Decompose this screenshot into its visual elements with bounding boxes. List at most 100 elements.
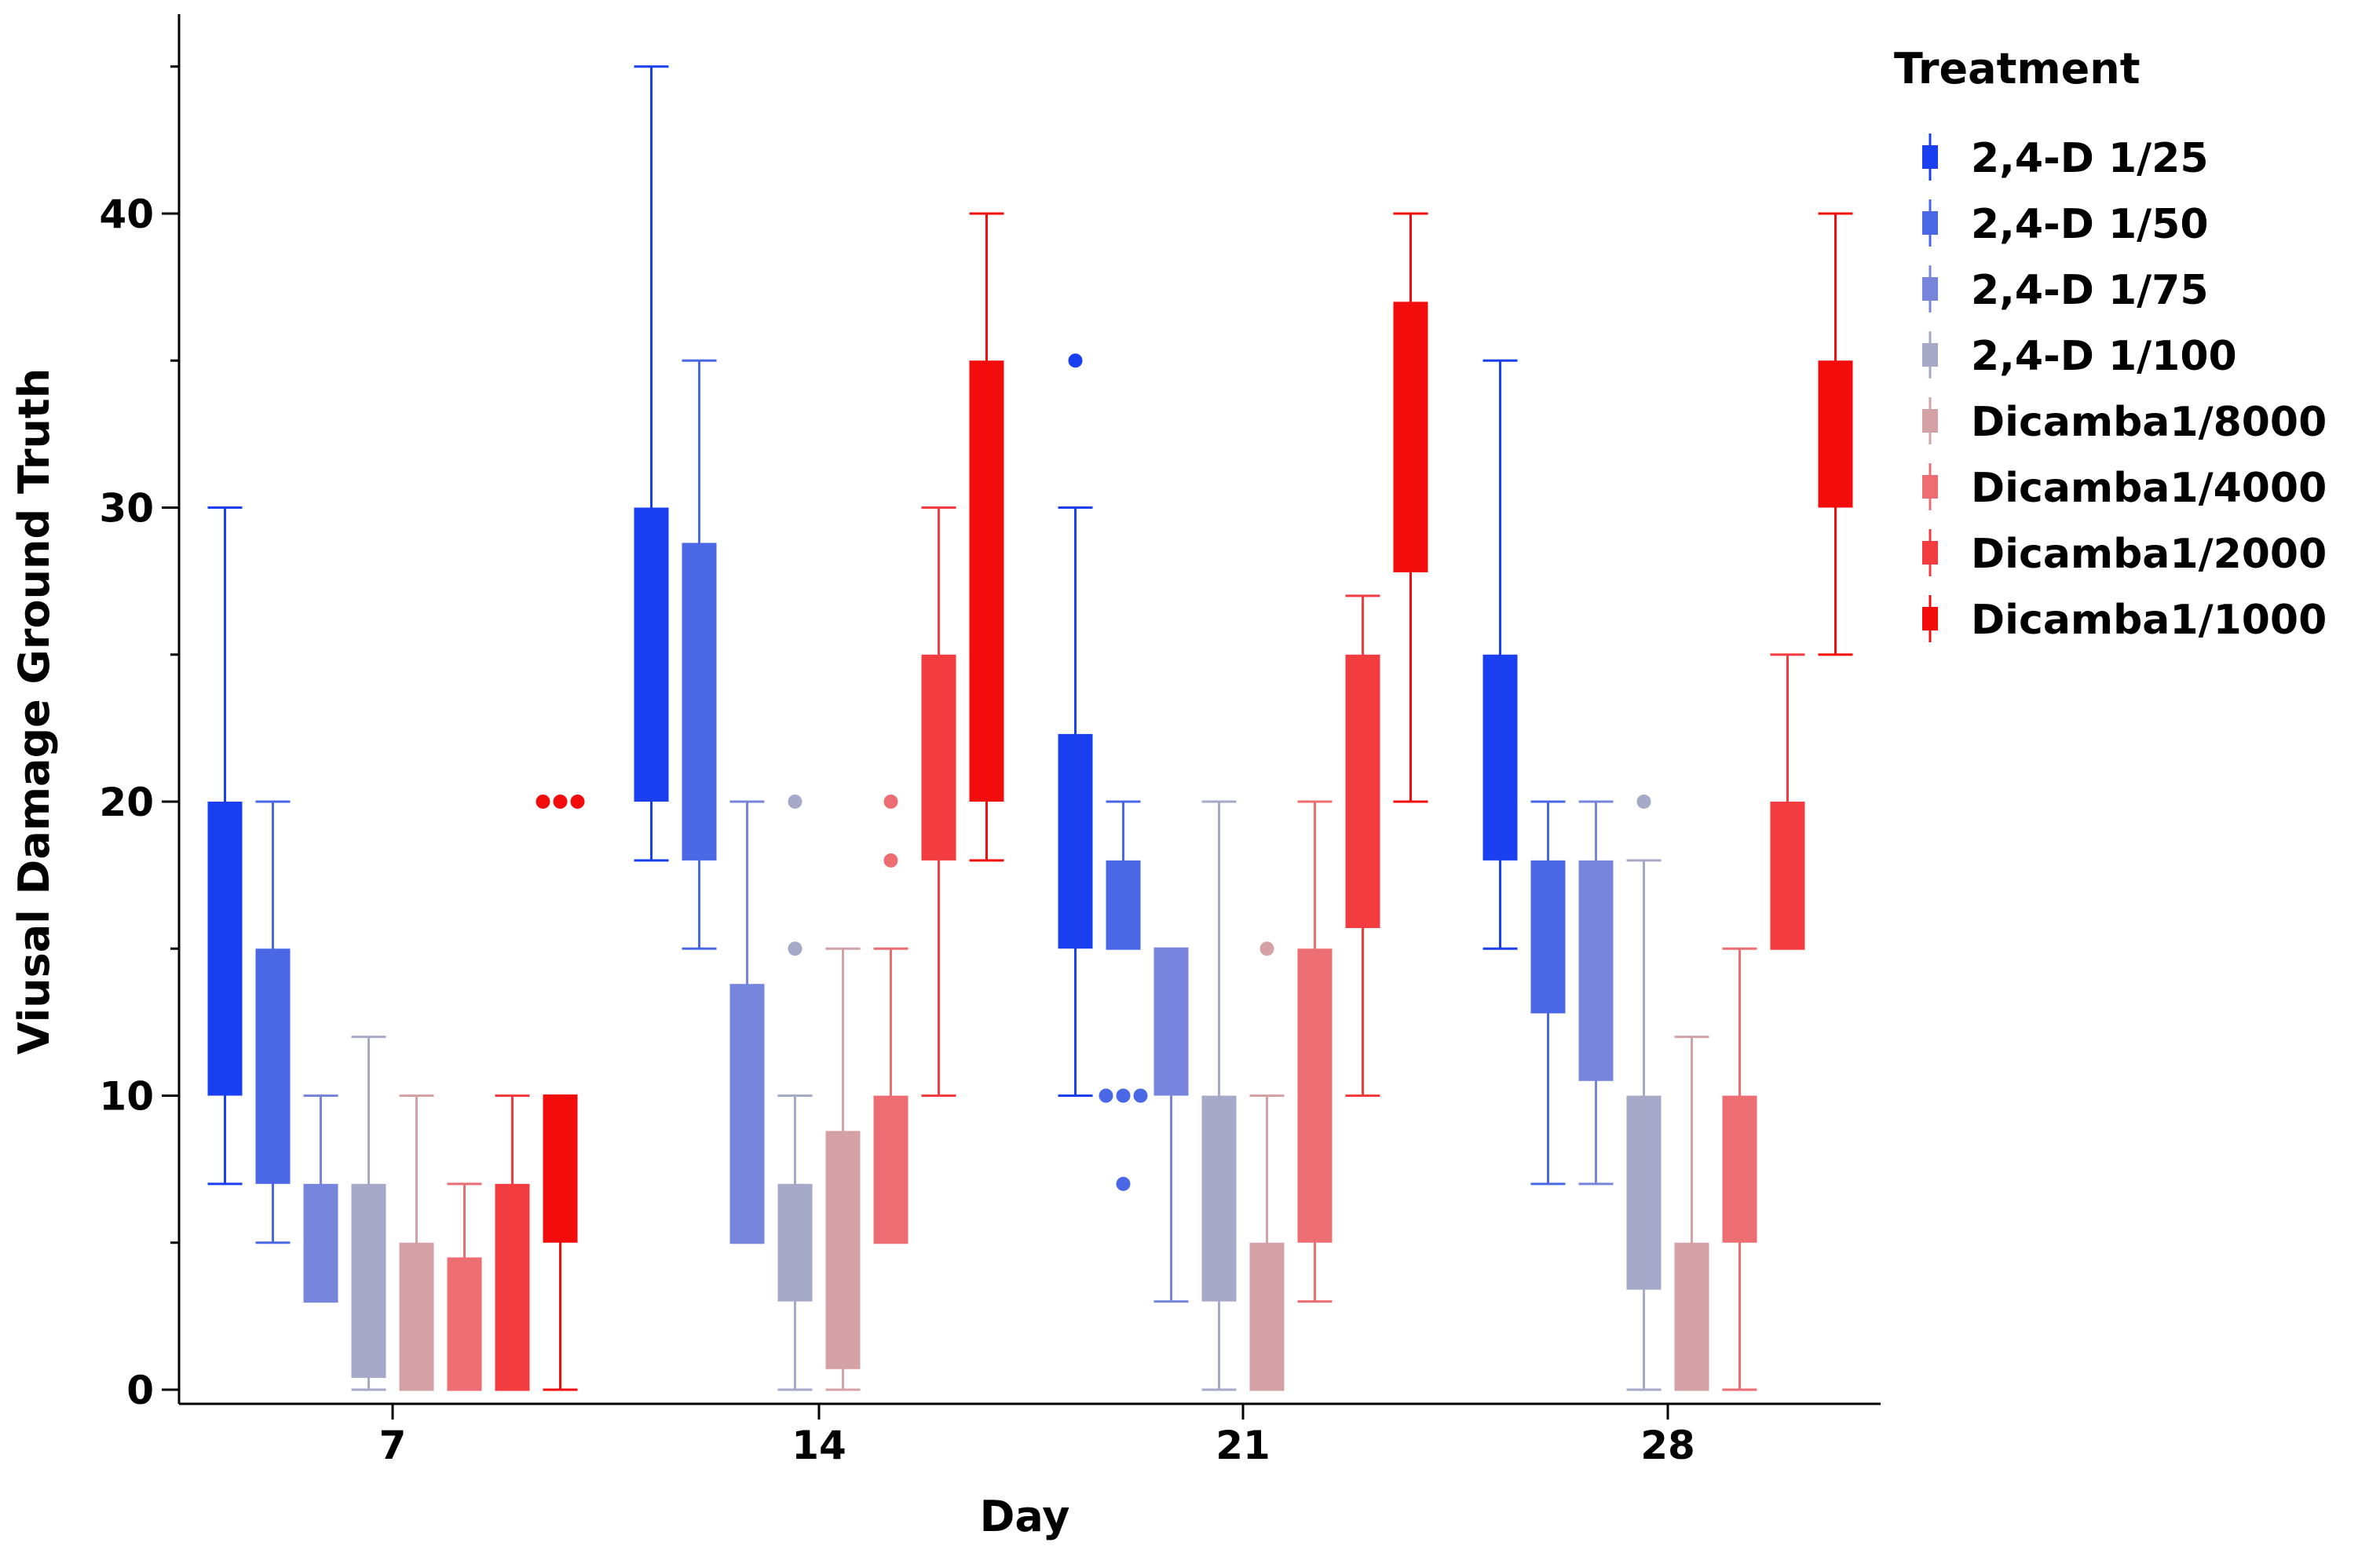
y-axis-label: Viusal Damage Ground Truth	[9, 368, 59, 1054]
box-body	[777, 1183, 813, 1302]
box-body	[1106, 860, 1141, 949]
x-tick-label: 28	[1640, 1423, 1695, 1468]
box-body	[825, 1131, 861, 1369]
box-group	[729, 800, 765, 1244]
y-tick-label: 30	[99, 486, 154, 532]
legend-swatch-box	[1922, 343, 1938, 367]
box-group	[777, 795, 813, 1391]
box-group	[303, 1094, 338, 1303]
box-body	[1201, 1095, 1237, 1302]
box-body	[1345, 654, 1380, 929]
box-group	[1578, 800, 1614, 1186]
box-group	[1626, 795, 1662, 1391]
y-tick-label: 40	[99, 192, 154, 237]
legend-item[interactable]: Dicamba1/8000	[1922, 397, 2327, 446]
legend-label: 2,4-D 1/25	[1971, 135, 2209, 182]
legend-swatch-box	[1922, 277, 1938, 301]
box-body	[303, 1183, 338, 1302]
box-body	[1153, 948, 1189, 1096]
box-body	[634, 507, 669, 802]
box-group	[447, 1182, 482, 1391]
legend-swatch-box	[1922, 475, 1938, 499]
box-body	[1393, 301, 1428, 572]
box-body	[1297, 948, 1333, 1243]
legend-label: 2,4-D 1/50	[1971, 201, 2209, 248]
legend-item[interactable]: 2,4-D 1/100	[1922, 331, 2237, 380]
box-group	[1393, 212, 1428, 803]
x-tick-label: 21	[1216, 1423, 1270, 1468]
box-group	[1482, 359, 1518, 950]
box-body	[255, 948, 291, 1184]
box-group	[682, 359, 717, 950]
box-body	[682, 543, 717, 861]
box-group	[1722, 947, 1757, 1391]
box-group	[1345, 594, 1380, 1097]
outlier-point	[1636, 795, 1651, 809]
box-body	[543, 1095, 578, 1243]
box-group	[536, 795, 585, 1391]
legend-item[interactable]: Dicamba1/2000	[1922, 529, 2327, 578]
x-tick-label: 7	[379, 1423, 407, 1468]
outlier-point	[1068, 353, 1083, 368]
box-body	[399, 1242, 434, 1390]
legend-label: Dicamba1/2000	[1971, 531, 2327, 578]
box-body	[1722, 1095, 1757, 1243]
legend-swatch-box	[1922, 409, 1938, 433]
x-tick-label: 14	[792, 1423, 846, 1468]
legend-label: 2,4-D 1/100	[1971, 333, 2237, 380]
x-axis-label: Day	[980, 1492, 1070, 1541]
outlier-point	[1116, 1176, 1131, 1191]
box-body	[1626, 1095, 1662, 1290]
box-group	[1297, 800, 1333, 1303]
outlier-point	[570, 795, 585, 809]
box-group	[399, 1094, 434, 1391]
box-body	[1578, 860, 1614, 1081]
box-body	[873, 1095, 908, 1243]
y-tick-label: 10	[99, 1074, 154, 1120]
box-group	[634, 65, 669, 862]
box-body	[1818, 360, 1853, 508]
box-group	[873, 795, 908, 1244]
box-body	[495, 1183, 530, 1390]
box-body	[1530, 860, 1566, 1014]
box-group	[1099, 800, 1148, 1191]
legend-title: Treatment	[1894, 44, 2141, 93]
outlier-point	[1116, 1088, 1131, 1103]
box-body	[207, 802, 243, 1096]
box-group	[1153, 947, 1189, 1303]
legend-item[interactable]: 2,4-D 1/75	[1922, 265, 2209, 314]
box-body	[351, 1183, 386, 1379]
legend[interactable]: Treatment 2,4-D 1/25 2,4-D 1/50 2,4-D 1/75…	[1894, 44, 2327, 644]
box-body	[1058, 733, 1093, 949]
outlier-point	[1133, 1088, 1148, 1103]
legend-label: Dicamba1/8000	[1971, 399, 2327, 446]
legend-item[interactable]: Dicamba1/1000	[1922, 595, 2327, 644]
box-group	[495, 1094, 530, 1391]
legend-swatch-box	[1922, 607, 1938, 630]
legend-label: 2,4-D 1/75	[1971, 267, 2209, 314]
legend-swatch-box	[1922, 145, 1938, 169]
box-group	[1249, 941, 1285, 1391]
y-tick-label: 0	[126, 1368, 154, 1413]
y-tick-label: 20	[99, 780, 154, 825]
legend-item[interactable]: 2,4-D 1/25	[1922, 133, 2209, 182]
outlier-point	[788, 941, 802, 956]
box-group	[825, 947, 861, 1391]
legend-label: Dicamba1/1000	[1971, 597, 2327, 644]
legend-swatch-box	[1922, 541, 1938, 565]
outlier-point	[536, 795, 550, 809]
box-body	[729, 984, 765, 1243]
outlier-point	[788, 795, 802, 809]
box-body	[1482, 654, 1518, 861]
box-group	[1058, 353, 1093, 1097]
legend-item[interactable]: 2,4-D 1/50	[1922, 199, 2209, 248]
outlier-point	[883, 795, 898, 809]
legend-label: Dicamba1/4000	[1971, 465, 2327, 512]
box-group	[1770, 653, 1805, 950]
legend-swatch-box	[1922, 211, 1938, 235]
axes: 0 10 20 30 40 7 14 21 28	[99, 14, 1881, 1468]
box-body	[447, 1257, 482, 1390]
legend-item[interactable]: Dicamba1/4000	[1922, 463, 2327, 512]
outlier-point	[1099, 1088, 1113, 1103]
